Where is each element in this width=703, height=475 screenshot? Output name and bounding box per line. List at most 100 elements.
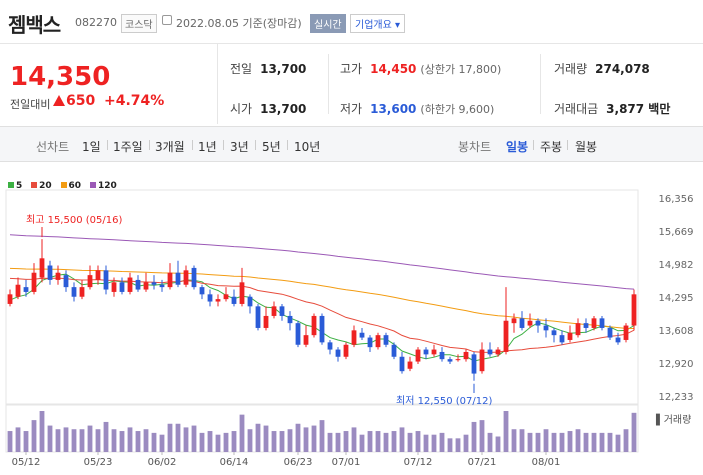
candle-body (447, 359, 453, 362)
candle-body (311, 315, 317, 336)
legend-label: 120 (97, 181, 117, 191)
y-tick-label: 15,669 (659, 227, 694, 238)
candle-body (55, 272, 61, 280)
stat-amount-value: 3,877 백만 (606, 102, 671, 116)
volume-bar (63, 427, 69, 452)
corp-info-dropdown[interactable]: 기업개요 ▾ (350, 14, 405, 33)
candle-body (167, 272, 173, 288)
candle-body (71, 287, 77, 297)
tab-separator (192, 140, 193, 150)
volume-bar (191, 425, 197, 452)
volume-bar (591, 432, 597, 452)
candle-body (407, 361, 413, 369)
candle-body (527, 320, 533, 326)
tab-daily[interactable]: 일봉 (506, 140, 529, 154)
candle-body (543, 325, 549, 331)
candle-body (183, 270, 189, 285)
stat-volume-value: 274,078 (595, 62, 650, 76)
volume-bar (367, 431, 373, 452)
volume-bar (295, 423, 301, 452)
tab-1d[interactable]: 1일 (82, 140, 101, 154)
candle-chart-label: 봉차트 (458, 140, 492, 154)
candle-body (95, 270, 101, 280)
volume-bar (551, 432, 557, 452)
volume-bar (127, 427, 133, 452)
stat-open: 시가 13,700 (230, 100, 306, 117)
x-tick-label: 06/23 (284, 457, 313, 468)
volume-bar (71, 429, 77, 452)
volume-bar (247, 429, 253, 452)
price-plot-frame (5, 189, 639, 405)
tab-weekly[interactable]: 주봉 (540, 140, 563, 154)
candle-body (87, 275, 93, 288)
candle-body (191, 267, 197, 288)
realtime-button[interactable]: 실시간 (310, 14, 346, 33)
volume-bar (583, 432, 589, 452)
candle-body (415, 349, 421, 362)
candle-body (399, 356, 405, 372)
stat-high: 고가 14,450 (상한가 17,800) (340, 60, 501, 77)
candle-body (159, 284, 165, 288)
volume-bar (335, 432, 341, 452)
tab-10y[interactable]: 10년 (294, 140, 321, 154)
candle-body (567, 332, 573, 340)
candle-body (271, 306, 277, 316)
volume-bar (607, 432, 613, 452)
legend-label: 20 (39, 181, 52, 191)
y-tick-label: 14,982 (659, 260, 694, 271)
volume-bar (439, 432, 445, 452)
tab-separator (107, 140, 108, 150)
volume-bar (279, 431, 285, 452)
stock-name: 젬백스 (8, 13, 61, 37)
candle-body (15, 284, 21, 297)
candle-body (431, 349, 437, 355)
candle-body (423, 349, 429, 355)
tab-3y[interactable]: 3년 (230, 140, 249, 154)
candle-body (495, 349, 501, 355)
tab-separator (149, 140, 150, 150)
volume-bar (215, 434, 221, 452)
volume-bar (383, 432, 389, 452)
volume-bar (303, 427, 309, 452)
tab-5y[interactable]: 5년 (262, 140, 281, 154)
candle-body (511, 318, 517, 324)
tab-separator (255, 140, 256, 150)
tab-3m[interactable]: 3개월 (155, 140, 185, 154)
candle-body (231, 296, 237, 304)
candle-body (535, 320, 541, 326)
candle-body (47, 265, 53, 280)
legend-swatch (31, 182, 38, 188)
candle-body (279, 306, 285, 316)
candle-body (519, 318, 525, 328)
stat-high-label: 고가 (340, 62, 363, 76)
candle-body (111, 282, 117, 292)
line-chart-label: 선차트 (36, 140, 70, 154)
stat-amount: 거래대금 3,877 백만 (554, 100, 670, 117)
candle-body (455, 359, 461, 361)
volume-bar (575, 429, 581, 452)
candle-body (439, 351, 445, 360)
up-arrow-icon (53, 95, 65, 106)
tab-1w[interactable]: 1주일 (113, 140, 143, 154)
x-tick-label: 06/02 (148, 457, 177, 468)
volume-bar (55, 429, 61, 452)
volume-bar (239, 414, 245, 452)
volume-bar (487, 432, 493, 452)
volume-bar (199, 432, 205, 452)
candle-body (607, 327, 613, 338)
candle-body (351, 330, 357, 345)
tab-monthly[interactable]: 월봉 (575, 140, 598, 154)
volume-bar (503, 411, 509, 452)
volume-bar (287, 429, 293, 452)
low-annotation: 최저 12,550 (07/12) (396, 395, 492, 407)
x-tick-label: 07/12 (404, 457, 433, 468)
tab-1y[interactable]: 1년 (198, 140, 217, 154)
high-annotation: 최고 15,500 (05/16) (26, 214, 122, 226)
current-price: 14,350 (10, 62, 111, 92)
volume-bar (543, 429, 549, 452)
candle-body (103, 270, 109, 290)
legend-ma60: 60 (60, 181, 81, 191)
volume-bar (519, 429, 525, 452)
legend-label: 5 (16, 181, 23, 191)
candle-body (615, 337, 621, 343)
